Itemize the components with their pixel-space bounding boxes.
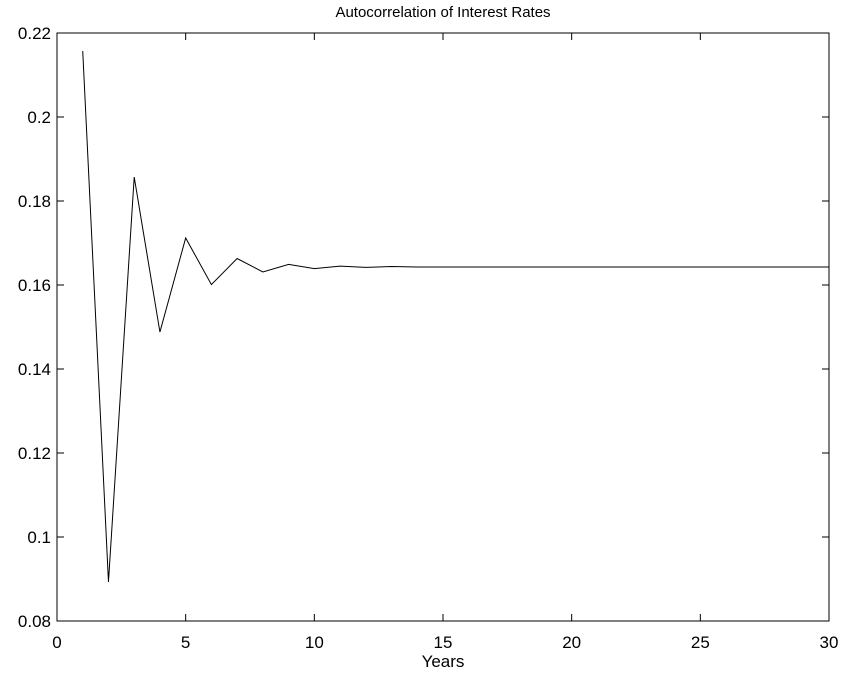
y-tick-label: 0.16 (18, 276, 51, 295)
x-tick-label: 25 (691, 633, 710, 652)
x-tick-label: 30 (820, 633, 839, 652)
plot-frame (56, 32, 830, 622)
x-tick-label: 10 (305, 633, 324, 652)
y-tick-label: 0.2 (27, 108, 51, 127)
y-tick-label: 0.08 (18, 612, 51, 631)
x-axis-label: Years (422, 652, 465, 671)
y-tick-label: 0.14 (18, 360, 51, 379)
series-line (82, 51, 829, 582)
x-tick-label: 0 (52, 633, 61, 652)
chart-title: Autocorrelation of Interest Rates (335, 4, 550, 21)
y-tick-label: 0.18 (18, 192, 51, 211)
x-tick-label: 15 (434, 633, 453, 652)
x-tick-label: 5 (181, 633, 190, 652)
x-tick-label: 20 (562, 633, 581, 652)
y-tick-label: 0.22 (18, 24, 51, 43)
y-tick-label: 0.1 (27, 528, 51, 547)
x-axis: 0 5 10 15 20 25 30 (52, 33, 838, 652)
y-tick-label: 0.12 (18, 444, 51, 463)
y-axis: 0.08 0.1 0.12 0.14 0.16 0.18 0.2 0.22 (18, 24, 829, 631)
series-layer (82, 51, 829, 582)
